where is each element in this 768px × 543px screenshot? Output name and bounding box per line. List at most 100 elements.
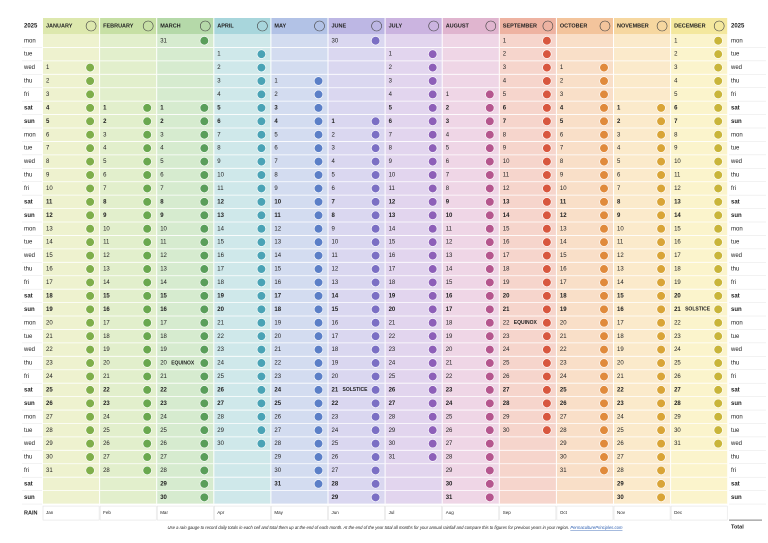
day-number: 12: [274, 226, 281, 232]
day-icon: [371, 304, 381, 314]
day-icon: [599, 452, 609, 462]
month-header: [385, 18, 442, 34]
day-icon: [428, 210, 438, 220]
month-name: SEPTEMBER: [503, 23, 537, 29]
day-icon: [542, 304, 552, 314]
day-icon: [142, 425, 152, 435]
day-number: 27: [103, 455, 110, 461]
day-number: 24: [617, 414, 624, 420]
day-number: 8: [46, 159, 50, 165]
day-number: 22: [274, 361, 281, 367]
month-icon: [85, 20, 97, 32]
day-number: 23: [389, 347, 396, 353]
day-number: 27: [503, 387, 510, 393]
day-icon: [542, 76, 552, 86]
day-number: 1: [46, 65, 50, 71]
day-number: 27: [274, 428, 281, 434]
footer-link[interactable]: PermaculturePrinciples.com: [570, 525, 623, 530]
day-number: 30: [274, 468, 281, 474]
day-number: 6: [217, 119, 221, 125]
day-number: 4: [446, 132, 450, 138]
weekday-label: thu: [24, 455, 32, 461]
weekday-label: sat: [731, 105, 740, 111]
year-left: 2025: [24, 24, 38, 30]
weekday-label: tue: [24, 146, 33, 152]
day-icon: [656, 170, 666, 180]
day-number: 16: [46, 267, 53, 273]
day-icon: [313, 264, 324, 274]
day-icon: [542, 130, 552, 140]
day-icon: [542, 103, 552, 113]
day-icon: [142, 116, 152, 126]
day-number: 19: [503, 280, 510, 286]
day-icon: [199, 425, 209, 435]
rain-month: May: [274, 510, 283, 515]
day-icon: [313, 371, 324, 382]
weekday-label: thu: [731, 173, 739, 179]
day-number: 3: [503, 65, 507, 71]
day-number: 24: [160, 414, 167, 420]
day-icon: [485, 237, 495, 247]
day-icon: [256, 89, 267, 100]
day-number: 6: [617, 173, 621, 179]
weekday-label: mon: [731, 320, 743, 326]
day-icon: [599, 277, 609, 288]
weekday-label: fri: [731, 186, 736, 192]
day-number: 9: [503, 146, 507, 152]
day-number: 10: [332, 240, 339, 246]
day-number: 3: [560, 92, 564, 98]
day-icon: [371, 170, 381, 180]
day-number: 14: [46, 240, 53, 246]
day-icon: [713, 358, 723, 368]
day-number: 18: [446, 320, 453, 326]
day-icon: [713, 345, 723, 355]
day-number: 9: [160, 213, 164, 219]
day-icon: [313, 183, 324, 194]
day-icon: [256, 412, 267, 422]
day-icon: [142, 304, 152, 314]
day-icon: [428, 277, 438, 288]
day-icon: [656, 237, 666, 247]
day-icon: [485, 412, 495, 422]
day-icon: [199, 224, 209, 234]
day-icon: [713, 318, 723, 328]
day-icon: [142, 331, 152, 341]
day-icon: [542, 331, 552, 341]
day-icon: [256, 183, 267, 194]
weekday-label: thu: [24, 267, 32, 273]
day-number: 22: [332, 401, 339, 407]
day-number: 2: [617, 119, 621, 125]
day-number: 1: [617, 105, 621, 111]
rain-cell: [328, 505, 385, 521]
day-icon: [428, 116, 438, 126]
day-icon: [256, 143, 267, 153]
weekday-label: fri: [24, 186, 29, 192]
event-label: SOLSTICE: [343, 387, 369, 393]
day-icon: [428, 264, 438, 274]
day-number: 14: [274, 253, 281, 259]
day-number: 9: [274, 186, 278, 192]
day-number: 3: [389, 79, 393, 85]
weekday-label: sun: [24, 307, 35, 313]
day-icon: [713, 237, 723, 247]
day-icon: [371, 264, 381, 274]
day-icon: [542, 345, 552, 355]
day-number: 21: [160, 374, 167, 380]
day-icon: [256, 331, 267, 341]
day-number: 11: [160, 240, 167, 246]
day-icon: [85, 210, 95, 220]
day-icon: [199, 156, 209, 167]
day-number: 2: [503, 52, 507, 58]
day-number: 13: [446, 253, 453, 259]
day-icon: [199, 412, 209, 422]
day-number: 29: [674, 414, 681, 420]
day-number: 28: [160, 468, 167, 474]
weekday-label: mon: [731, 226, 743, 232]
day-icon: [371, 398, 381, 408]
day-number: 21: [332, 387, 339, 393]
day-number: 12: [389, 199, 396, 205]
footer: Use a rain gauge to record daily totals …: [168, 525, 623, 530]
rain-cell: [42, 505, 100, 521]
day-number: 18: [332, 347, 339, 353]
day-icon: [428, 412, 438, 422]
